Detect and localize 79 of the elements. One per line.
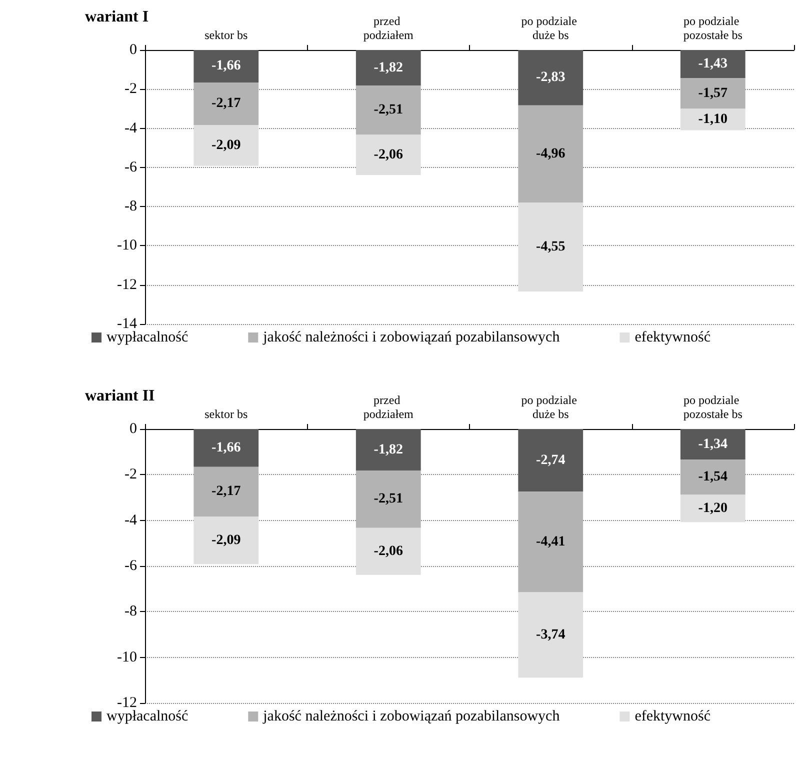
y-tick-label: -8 [124,604,137,620]
data-label: -2,06 [374,544,403,559]
y-tick-label: -6 [124,558,138,574]
data-label: -1,10 [698,112,728,127]
bar [518,429,584,492]
data-label: -1,82 [374,60,403,76]
data-label: -1,66 [212,440,241,456]
bar [518,592,584,678]
bar [356,429,421,471]
data-label: -4,41 [536,534,566,550]
bar [518,50,584,106]
y-tick-label: -14 [117,316,138,332]
bar [680,429,746,460]
data-label: -2,17 [212,96,241,112]
data-label: -1,43 [698,56,728,72]
y-tick-label: -12 [117,276,137,293]
y-tick-label: -2 [124,81,137,98]
bar [680,50,746,78]
bar [356,470,421,528]
x-tick-label: przed podziałem [363,393,414,421]
bar [356,528,421,575]
data-label: -3,74 [536,627,566,642]
y-tick-label: -10 [117,238,137,254]
data-label: -2,51 [374,492,403,507]
bar [680,494,746,522]
data-label: -1,20 [698,500,728,516]
data-label: -1,66 [212,58,241,74]
data-label: -2,17 [212,484,241,500]
bar [356,86,421,135]
bar [518,492,584,592]
data-label: -4,55 [536,239,566,254]
x-tick-label: po podziale duże bs [521,393,580,421]
data-label: -2,74 [536,452,566,468]
x-tick-label: sektor bs [204,407,248,421]
bar [194,50,259,82]
data-label: -1,34 [698,436,728,452]
y-tick-label: -8 [124,198,137,215]
data-label: -1,57 [698,86,728,101]
data-label: -2,09 [212,138,241,153]
x-tick-label: po podziale pozostałe bs [683,14,743,42]
x-tick-label: przed podziałem [363,14,414,42]
y-tick-label: -4 [124,512,138,528]
data-label: -1,82 [374,442,403,458]
y-tick-label: -2 [124,466,137,483]
x-tick-label: po podziale pozostałe bs [683,393,743,421]
chart-title: wariant II [85,388,155,404]
data-label: -2,51 [374,102,403,118]
bar [194,124,259,166]
bar [680,460,746,495]
data-label: -2,09 [212,532,241,548]
bar [356,134,421,176]
bar [194,466,259,516]
bar [194,429,259,467]
data-label: -4,96 [536,146,566,162]
legend-label: jakość należności i zobowiązań pozabilansowych [262,708,560,724]
y-tick-label: 0 [130,421,137,437]
data-label: -2,83 [536,70,566,86]
x-tick-label: sektor bs [204,28,248,42]
bar [518,105,584,202]
bar [194,516,259,564]
y-tick-label: -10 [117,649,137,666]
y-tick-label: -12 [117,695,137,711]
bar [356,50,421,86]
bar [518,202,584,292]
y-tick-label: -4 [124,120,138,136]
legend-label: wypłacalność [106,708,188,724]
legend-label: efektywność [634,330,711,346]
y-tick-label: -6 [124,159,138,176]
y-tick-label: 0 [130,42,137,58]
legend-label: jakość należności i zobowiązań pozabilansowych [262,330,560,346]
x-tick-label: po podziale duże bs [521,14,580,42]
legend-label: wypłacalność [106,330,188,346]
data-label: -2,06 [374,147,403,162]
bar [194,82,259,125]
legend-label: efektywność [634,708,711,724]
bar [680,108,746,130]
chart-title: wariant I [85,8,149,26]
data-label: -1,54 [698,470,728,485]
bar [680,78,746,109]
